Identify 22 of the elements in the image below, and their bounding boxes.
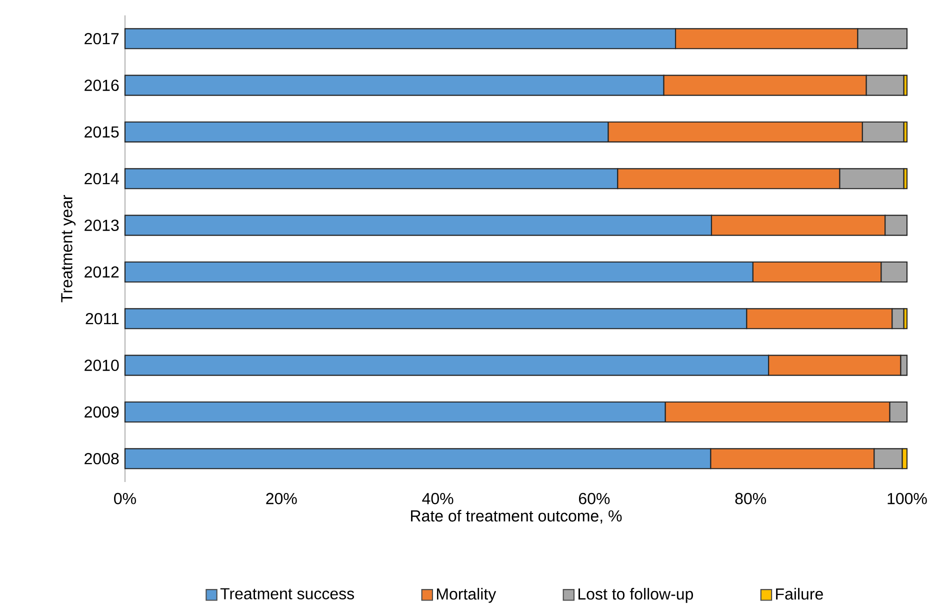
x-tick-label: 60% xyxy=(579,492,610,504)
x-axis-title: Rate of treatment outcome, % xyxy=(411,510,622,524)
x-tick-label: 20% xyxy=(266,492,297,504)
y-axis-title: Treatment year xyxy=(61,194,76,302)
legend-label: Mortality xyxy=(437,588,496,603)
y-tick-label: 2017 xyxy=(84,32,119,44)
x-tick-label: 0% xyxy=(114,492,136,504)
y-tick-label: 2010 xyxy=(84,360,119,371)
x-tick-label: 100% xyxy=(888,492,927,504)
y-tick-label: 2014 xyxy=(84,172,119,184)
legend-label: Failure xyxy=(776,588,823,600)
x-tick-label: 40% xyxy=(422,492,454,504)
y-tick-label: 2016 xyxy=(84,80,119,91)
y-tick-label: 2008 xyxy=(84,452,119,464)
y-tick-label: 2011 xyxy=(86,312,119,324)
y-tick-label: 2015 xyxy=(84,126,119,138)
legend-label: Treatment success xyxy=(220,588,354,600)
y-tick-label: 2009 xyxy=(84,406,119,418)
y-tick-label: 2012 xyxy=(84,266,119,278)
y-tick-label: 2013 xyxy=(84,220,119,231)
legend-label: Lost to follow-up xyxy=(578,588,693,603)
x-tick-label: 80% xyxy=(735,492,766,504)
